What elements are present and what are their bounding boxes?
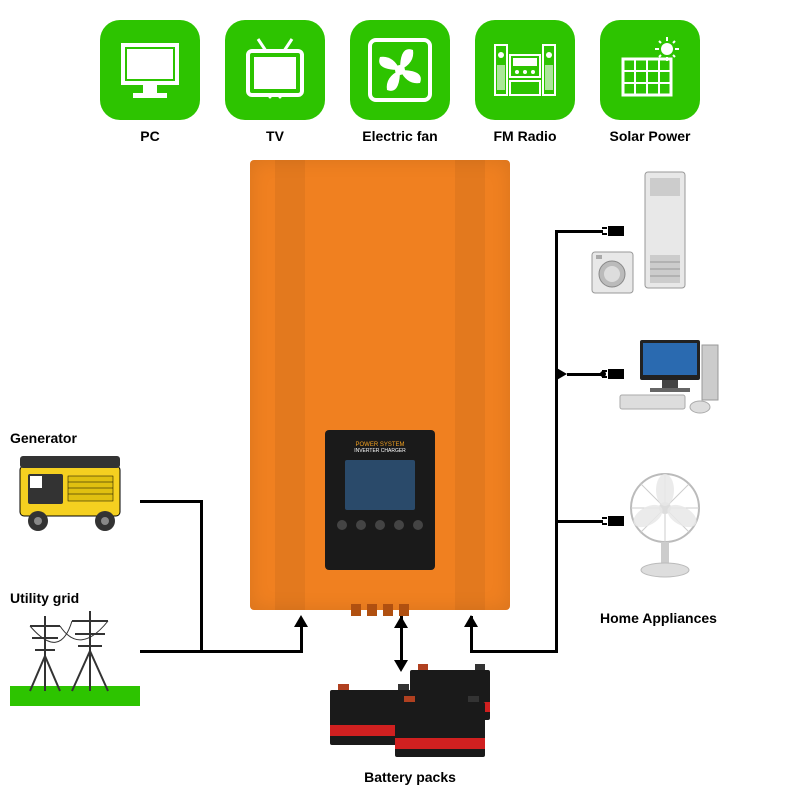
line-to-ac (555, 230, 603, 233)
inverter-ports (351, 604, 409, 616)
tv-icon (225, 20, 325, 120)
icon-card-solar: Solar Power (600, 20, 700, 144)
utility-label: Utility grid (10, 590, 140, 606)
line-right-h1 (470, 650, 555, 653)
system-diagram: POWER SYSTEM INVERTER CHARGER Generator (0, 160, 800, 800)
icon-label: PC (140, 128, 159, 144)
appliances-label: Home Appliances (600, 610, 717, 626)
battery-node: Battery packs (320, 660, 500, 785)
line-right-main-v (555, 230, 558, 653)
line-to-computer (567, 373, 603, 376)
panel-knobs (333, 520, 427, 530)
control-panel: POWER SYSTEM INVERTER CHARGER (325, 430, 435, 570)
panel-sub: INVERTER CHARGER (333, 448, 427, 454)
appliance-fan (620, 470, 710, 580)
arrow-inv-right (464, 615, 478, 627)
line-gen-h (140, 500, 200, 503)
radio-icon (475, 20, 575, 120)
icon-card-pc: PC (100, 20, 200, 144)
joint-dot (600, 371, 606, 377)
line-to-fan (555, 520, 603, 523)
inverter-unit: POWER SYSTEM INVERTER CHARGER (250, 160, 510, 610)
appliance-washer (590, 250, 635, 295)
line-inv-up (300, 625, 303, 653)
panel-screen (345, 460, 415, 510)
utility-node: Utility grid (10, 590, 140, 711)
utility-image (10, 606, 140, 706)
generator-label: Generator (10, 430, 140, 446)
battery-label: Battery packs (320, 769, 500, 785)
arrow-bat-up (394, 616, 408, 628)
icon-label: Electric fan (362, 128, 437, 144)
icon-label: TV (266, 128, 284, 144)
battery-image (320, 660, 500, 760)
line-util-h (140, 650, 200, 653)
appliance-computer (610, 335, 720, 415)
pc-icon (100, 20, 200, 120)
icon-label: FM Radio (494, 128, 557, 144)
icon-label: Solar Power (610, 128, 691, 144)
appliance-ac (640, 170, 690, 290)
icon-card-radio: FM Radio (475, 20, 575, 144)
solar-icon (600, 20, 700, 120)
generator-node: Generator (10, 430, 140, 541)
plug-ac (608, 226, 624, 236)
line-left-v (200, 500, 203, 653)
icon-card-fan: Electric fan (350, 20, 450, 144)
fan-icon (350, 20, 450, 120)
plug-fan (608, 516, 624, 526)
top-icons-row: PC TV Electric fan (0, 0, 800, 144)
generator-image (10, 446, 140, 536)
plug-computer (608, 369, 624, 379)
arrow-into-inverter-left (294, 615, 308, 627)
arrow-to-appliances (555, 367, 567, 381)
arrow-bat-down (394, 660, 408, 672)
line-left-to-inv (200, 650, 300, 653)
icon-card-tv: TV (225, 20, 325, 144)
